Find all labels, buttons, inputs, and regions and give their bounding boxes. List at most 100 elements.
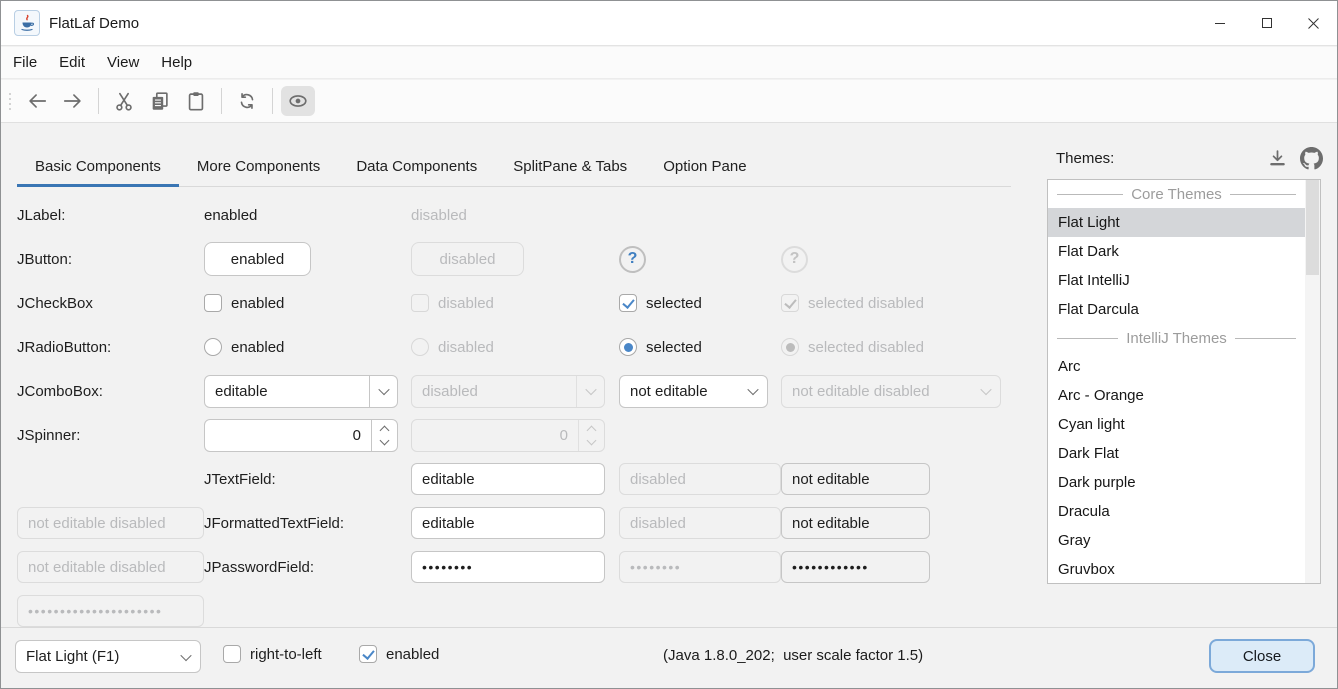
jbutton-label: JButton: bbox=[17, 250, 73, 268]
tab-splitpane-tabs[interactable]: SplitPane & Tabs bbox=[513, 157, 628, 175]
forward-icon bbox=[63, 94, 81, 108]
maximize-button[interactable] bbox=[1243, 1, 1290, 46]
spinner-down-icon bbox=[379, 435, 390, 445]
jlabel-disabled: disabled bbox=[411, 206, 467, 224]
chevron-down-icon bbox=[576, 375, 604, 407]
passwordfield-disabled: •••••••• bbox=[619, 551, 781, 583]
checkbox-icon bbox=[411, 294, 429, 312]
spinner-buttons[interactable] bbox=[371, 419, 397, 451]
theme-item-dark-flat[interactable]: Dark Flat bbox=[1058, 445, 1119, 462]
tab-more-components[interactable]: More Components bbox=[196, 157, 321, 175]
theme-item-dark-purple[interactable]: Dark purple bbox=[1058, 474, 1136, 491]
enabled-checkbox[interactable]: enabled bbox=[359, 645, 439, 663]
jtextfield-label: JTextField: bbox=[204, 470, 276, 488]
themes-section-intellij: IntelliJ Themes bbox=[1048, 324, 1305, 352]
formatted-textfield-editable[interactable]: editable bbox=[411, 507, 605, 539]
jformattedtextfield-label: JFormattedTextField: bbox=[204, 514, 345, 532]
spinner[interactable]: 0 bbox=[204, 418, 398, 452]
show-hover-toggle-button[interactable] bbox=[281, 86, 315, 116]
theme-item-flat-intellij[interactable]: Flat IntelliJ bbox=[1058, 272, 1130, 289]
theme-item-gruvbox[interactable]: Gruvbox bbox=[1058, 561, 1115, 578]
themes-header: Themes: bbox=[1056, 147, 1331, 170]
chevron-down-icon[interactable] bbox=[172, 641, 200, 672]
tab-option-pane[interactable]: Option Pane bbox=[663, 157, 747, 175]
theme-item-cyan-light[interactable]: Cyan light bbox=[1058, 416, 1125, 433]
menubar: File Edit View Help bbox=[1, 47, 1337, 79]
passwordfield-not-editable[interactable]: •••••••••••• bbox=[781, 551, 930, 583]
theme-item-gray[interactable]: Gray bbox=[1058, 532, 1091, 549]
minimize-button[interactable] bbox=[1196, 1, 1243, 46]
help-button[interactable]: ? bbox=[619, 245, 646, 273]
paste-icon bbox=[188, 92, 204, 111]
combobox-not-editable[interactable]: not editable bbox=[619, 374, 768, 408]
theme-item-arc[interactable]: Arc bbox=[1058, 358, 1081, 375]
jspinner-label: JSpinner: bbox=[17, 426, 81, 444]
theme-item-dracula[interactable]: Dracula bbox=[1058, 503, 1110, 520]
scrollbar-thumb[interactable] bbox=[1306, 180, 1319, 275]
menu-view[interactable]: View bbox=[107, 54, 140, 71]
spinner-up-icon bbox=[586, 425, 597, 435]
tab-data-components[interactable]: Data Components bbox=[356, 157, 478, 175]
checkbox-icon[interactable] bbox=[223, 645, 241, 663]
spinner-buttons bbox=[578, 419, 604, 451]
tabbar: Basic Components More Components Data Co… bbox=[17, 148, 1011, 187]
cut-button[interactable] bbox=[107, 86, 141, 116]
checkbox-icon[interactable] bbox=[204, 294, 222, 312]
chevron-down-icon[interactable] bbox=[739, 376, 767, 407]
window-controls bbox=[1196, 1, 1337, 46]
paste-button[interactable] bbox=[179, 86, 213, 116]
spinner-up-icon bbox=[379, 425, 390, 435]
back-icon bbox=[29, 94, 47, 108]
theme-item-arc-orange[interactable]: Arc - Orange bbox=[1058, 387, 1144, 404]
chevron-down-icon[interactable] bbox=[369, 375, 397, 407]
titlebar: FlatLaf Demo bbox=[1, 1, 1337, 46]
right-to-left-checkbox[interactable]: right-to-left bbox=[223, 645, 322, 663]
refresh-button[interactable] bbox=[230, 86, 264, 116]
combobox-editable[interactable]: editable bbox=[204, 374, 398, 408]
formatted-textfield-not-editable[interactable]: not editable bbox=[781, 507, 930, 539]
radio-selected-icon[interactable] bbox=[619, 338, 637, 356]
spinner-disabled: 0 bbox=[411, 418, 605, 452]
chevron-down-icon bbox=[972, 376, 1000, 407]
theme-item-flat-darcula[interactable]: Flat Darcula bbox=[1058, 301, 1139, 318]
themes-list: Core Themes Flat Light Flat Dark Flat In… bbox=[1047, 179, 1321, 584]
toolbar-separator bbox=[272, 88, 273, 114]
passwordfield-not-editable-disabled: ••••••••••••••••••••• bbox=[17, 595, 204, 627]
github-icon[interactable] bbox=[1300, 147, 1323, 170]
tab-basic-components[interactable]: Basic Components bbox=[17, 148, 179, 187]
checkbox-checked-icon[interactable] bbox=[359, 645, 377, 663]
close-window-button[interactable] bbox=[1290, 1, 1337, 46]
theme-item-flat-light[interactable]: Flat Light bbox=[1048, 208, 1305, 237]
copy-icon bbox=[152, 92, 168, 110]
radio-icon[interactable] bbox=[204, 338, 222, 356]
close-button[interactable]: Close bbox=[1209, 639, 1315, 673]
help-button-disabled: ? bbox=[781, 245, 808, 273]
copy-button[interactable] bbox=[143, 86, 177, 116]
themes-scrollbar[interactable] bbox=[1305, 180, 1320, 583]
textfield-not-editable[interactable]: not editable bbox=[781, 463, 930, 495]
checkbox-checked-icon[interactable] bbox=[619, 294, 637, 312]
checkbox-checked-icon bbox=[781, 294, 799, 312]
jradiobutton-label: JRadioButton: bbox=[17, 338, 112, 356]
menu-help[interactable]: Help bbox=[161, 54, 193, 71]
checkbox-selected[interactable]: selected bbox=[619, 281, 781, 325]
radio-enabled[interactable]: enabled bbox=[204, 325, 411, 369]
textfield-disabled: disabled bbox=[619, 463, 781, 495]
basic-components-panel: JLabel: enabled disabled JButton: enable… bbox=[17, 193, 1011, 633]
themes-label: Themes: bbox=[1056, 150, 1115, 167]
back-button[interactable] bbox=[20, 86, 54, 116]
look-and-feel-combobox[interactable]: Flat Light (F1) bbox=[15, 640, 201, 673]
formatted-textfield-not-editable-disabled: not editable disabled bbox=[17, 551, 204, 583]
passwordfield-editable[interactable]: •••••••• bbox=[411, 551, 605, 583]
forward-button[interactable] bbox=[56, 86, 90, 116]
menu-edit[interactable]: Edit bbox=[59, 54, 86, 71]
enabled-button[interactable]: enabled bbox=[204, 242, 311, 276]
radio-selected[interactable]: selected bbox=[619, 325, 781, 369]
checkbox-enabled[interactable]: enabled bbox=[204, 281, 411, 325]
theme-item-flat-dark[interactable]: Flat Dark bbox=[1058, 243, 1119, 260]
textfield-editable[interactable]: editable bbox=[411, 463, 605, 495]
toolbar-grip[interactable] bbox=[9, 92, 11, 110]
menu-file[interactable]: File bbox=[13, 54, 38, 71]
jpasswordfield-label: JPasswordField: bbox=[204, 558, 315, 576]
download-icon[interactable] bbox=[1267, 148, 1288, 169]
